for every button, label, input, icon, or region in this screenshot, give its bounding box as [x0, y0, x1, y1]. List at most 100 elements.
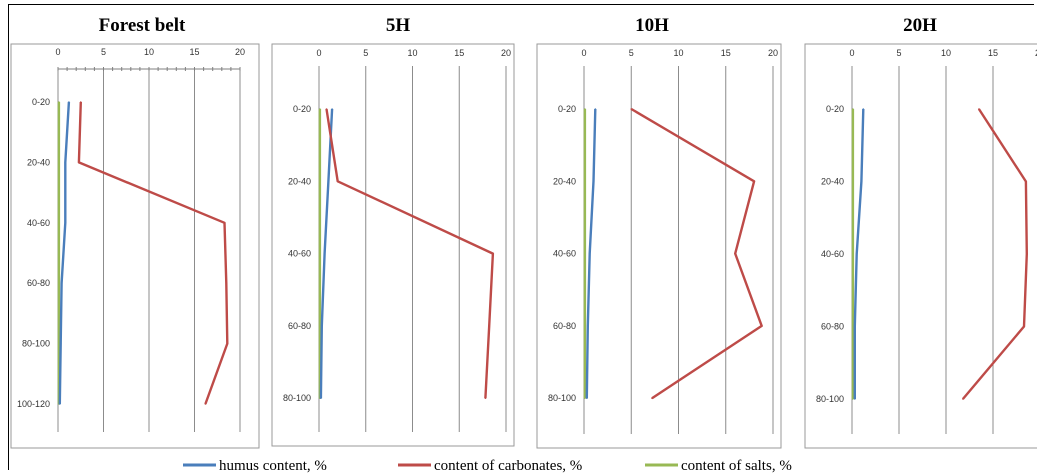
legend: humus content, % content of carbonates, %…	[183, 458, 792, 474]
series-1	[630, 107, 763, 400]
depth-label: 80-100	[22, 339, 50, 349]
data-point	[978, 108, 980, 110]
data-point	[860, 180, 863, 183]
data-point	[325, 108, 328, 110]
x-tick-label: 20	[768, 48, 778, 58]
depth-label: 0-20	[293, 104, 311, 114]
depth-label: 80-100	[283, 393, 311, 403]
data-point	[225, 282, 228, 285]
chart-panel-2: 10H 0 5 10 15 20 0-20 20-40 40-60 60-80 80-100	[536, 15, 782, 449]
data-point	[584, 252, 586, 255]
data-point	[854, 325, 856, 328]
panel-border	[10, 43, 260, 449]
x-tick-label: 20	[1035, 48, 1037, 58]
panel-border	[804, 43, 1037, 449]
data-point	[753, 180, 755, 183]
x-tick-label: 0	[581, 48, 586, 58]
data-point	[852, 398, 854, 400]
data-point	[319, 108, 321, 110]
data-point	[1025, 180, 1027, 183]
data-point	[862, 108, 865, 110]
x-tick-label: 0	[316, 48, 321, 58]
panel-title: 20H	[903, 15, 937, 36]
series-2	[57, 101, 61, 405]
data-point	[58, 282, 60, 285]
depth-label: 80-100	[816, 394, 844, 404]
chart-panel-3: 20H 0 5 10 15 20 0-20 20-40 40-60 60-80 80-100	[804, 15, 1037, 449]
chart-panel-0: Forest belt 0 5 10 15 20 0-20 20-40 40-60 60-80 80…	[10, 15, 260, 449]
legend-label: content of salts, %	[681, 458, 792, 474]
series-1	[961, 108, 1029, 400]
data-point	[760, 325, 763, 327]
series-1	[77, 101, 229, 405]
data-point	[323, 252, 326, 255]
data-point	[204, 403, 207, 405]
legend-item: content of salts, %	[645, 458, 792, 474]
data-point	[223, 222, 226, 224]
data-point	[64, 222, 67, 224]
legend-label: content of carbonates, %	[434, 458, 582, 474]
data-point	[734, 252, 736, 255]
data-point	[651, 397, 653, 400]
x-tick-label: 10	[673, 48, 683, 58]
data-point	[59, 403, 61, 405]
x-tick-label: 15	[721, 48, 731, 58]
data-point	[488, 325, 490, 327]
data-point	[319, 180, 321, 183]
panel-title: 5H	[386, 15, 411, 36]
depth-label: 20-40	[821, 177, 844, 187]
data-point	[584, 325, 586, 327]
data-point	[852, 325, 854, 328]
data-point	[492, 252, 494, 255]
series-0	[58, 101, 71, 405]
data-point	[852, 108, 854, 110]
data-point	[78, 161, 80, 164]
depth-label: 60-80	[821, 322, 844, 332]
depth-label: 0-20	[32, 97, 50, 107]
series-line	[77, 101, 229, 405]
data-point	[584, 180, 586, 183]
data-point	[64, 161, 67, 164]
data-point	[852, 180, 854, 183]
chart-panel-1: 5H 0 5 10 15 20 0-20 20-40 40-60 60-80 80-100	[271, 15, 515, 447]
data-point	[1023, 325, 1025, 328]
x-tick-label: 10	[407, 48, 417, 58]
data-point	[60, 282, 63, 285]
series-0	[585, 108, 597, 400]
data-point	[68, 101, 70, 103]
data-point	[226, 342, 229, 345]
legend-label: humus content, %	[219, 458, 327, 474]
depth-label: 100-120	[17, 399, 50, 409]
x-tick-label: 20	[501, 48, 511, 58]
depth-label: 60-80	[27, 278, 50, 288]
data-point	[592, 180, 595, 183]
x-tick-label: 10	[144, 47, 154, 57]
panel-title: Forest belt	[99, 15, 186, 36]
legend-item: humus content, %	[183, 458, 327, 474]
x-tick-label: 5	[629, 48, 634, 58]
x-tick-label: 5	[896, 48, 901, 58]
data-point	[320, 397, 322, 400]
data-point	[962, 398, 964, 400]
data-point	[630, 108, 633, 110]
x-tick-label: 15	[189, 47, 199, 57]
figure-frame	[8, 4, 1034, 470]
series-1	[325, 108, 495, 400]
depth-label: 80-100	[548, 393, 576, 403]
panel-border	[536, 43, 782, 449]
x-tick-label: 15	[988, 48, 998, 58]
depth-label: 60-80	[553, 321, 576, 331]
data-point	[58, 101, 60, 103]
data-point	[588, 252, 591, 255]
data-point	[319, 325, 321, 327]
series-0	[319, 108, 334, 400]
data-point	[586, 325, 589, 327]
depth-label: 60-80	[288, 321, 311, 331]
depth-label: 20-40	[27, 157, 50, 167]
data-point	[58, 342, 60, 345]
depth-label: 40-60	[27, 218, 50, 228]
data-point	[58, 222, 60, 224]
panel-title: 10H	[635, 15, 669, 36]
data-point	[1026, 253, 1028, 255]
